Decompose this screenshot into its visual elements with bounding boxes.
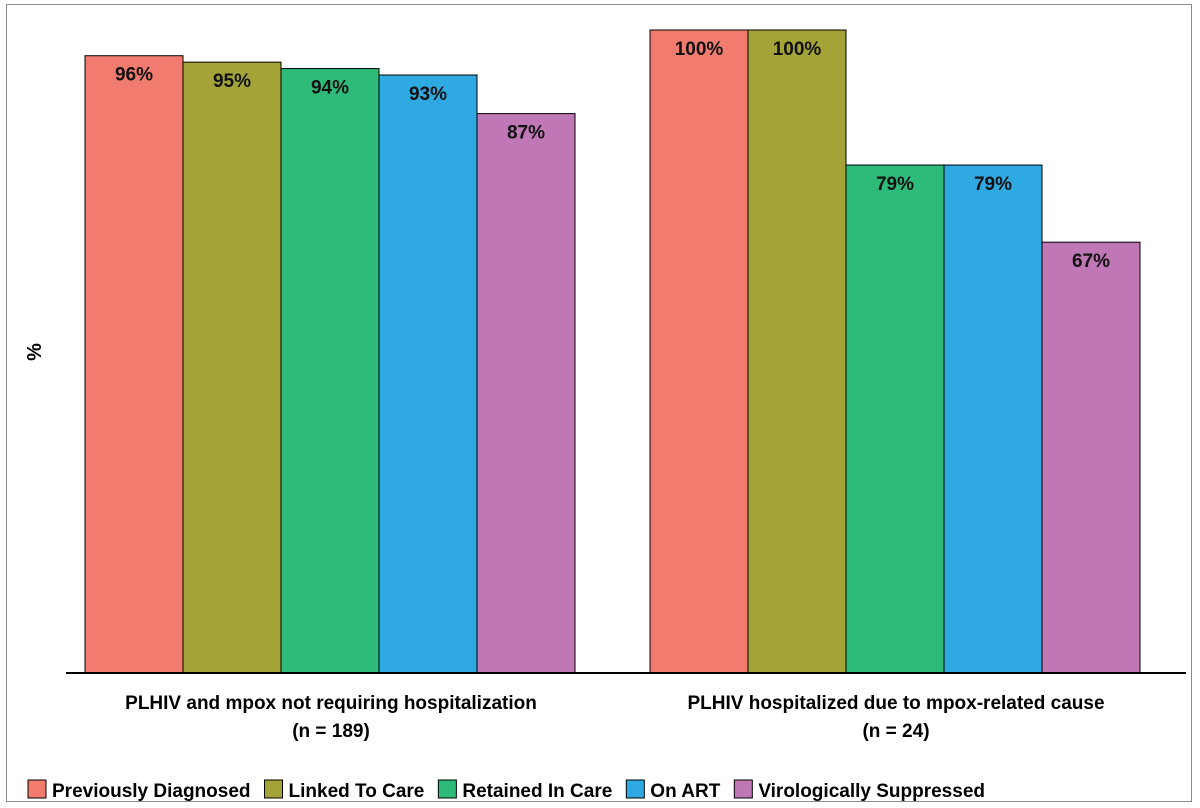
- legend-label-2: Linked To Care: [289, 781, 425, 802]
- group-sublabel-1: (n = 189): [292, 721, 370, 742]
- bar-1-2: [182, 61, 282, 674]
- bars-layer: [84, 29, 1141, 674]
- legend-swatch-1: [27, 779, 47, 799]
- group-labels-layer: PLHIV and mpox not requiring hospitaliza…: [125, 693, 1104, 742]
- data-label-1-2: 95%: [213, 71, 251, 92]
- group-label-2: PLHIV hospitalized due to mpox-related c…: [687, 693, 1104, 714]
- legend-swatch-3: [437, 779, 457, 799]
- data-label-2-3: 79%: [876, 174, 914, 195]
- group-label-1: PLHIV and mpox not requiring hospitaliza…: [125, 693, 537, 714]
- data-label-2-4: 79%: [974, 174, 1012, 195]
- legend-label-3: Retained In Care: [462, 781, 612, 802]
- bar-1-4: [378, 74, 478, 674]
- legend-label-1: Previously Diagnosed: [52, 781, 251, 802]
- data-labels-layer: 96% 95% 94% 93% 87% 100% 100% 79% 79% 67%: [115, 39, 1110, 272]
- data-label-2-5: 67%: [1072, 251, 1110, 272]
- legend-swatch-5: [733, 779, 753, 799]
- bar-1-3: [280, 68, 380, 674]
- chart-frame: [6, 4, 1192, 802]
- legend-label-4: On ART: [650, 781, 720, 802]
- data-label-1-5: 87%: [507, 123, 545, 144]
- legend: Previously Diagnosed Linked To Care Retain…: [27, 779, 985, 802]
- data-label-1-4: 93%: [409, 84, 447, 105]
- bar-1-1: [84, 55, 184, 674]
- bar-2-1: [649, 29, 749, 674]
- bar-1-5: [476, 113, 576, 674]
- bar-2-5: [1041, 241, 1141, 674]
- data-label-2-2: 100%: [773, 39, 822, 60]
- group-sublabel-2: (n = 24): [862, 721, 929, 742]
- data-label-2-1: 100%: [675, 39, 724, 60]
- data-label-1-1: 96%: [115, 65, 153, 86]
- legend-label-5: Virologically Suppressed: [758, 781, 985, 802]
- y-axis-label: %: [24, 343, 46, 361]
- data-label-1-3: 94%: [311, 78, 349, 99]
- legend-swatch-4: [625, 779, 645, 799]
- bar-2-3: [845, 164, 945, 674]
- bar-2-4: [943, 164, 1043, 674]
- bar-2-2: [747, 29, 847, 674]
- legend-swatch-2: [264, 779, 284, 799]
